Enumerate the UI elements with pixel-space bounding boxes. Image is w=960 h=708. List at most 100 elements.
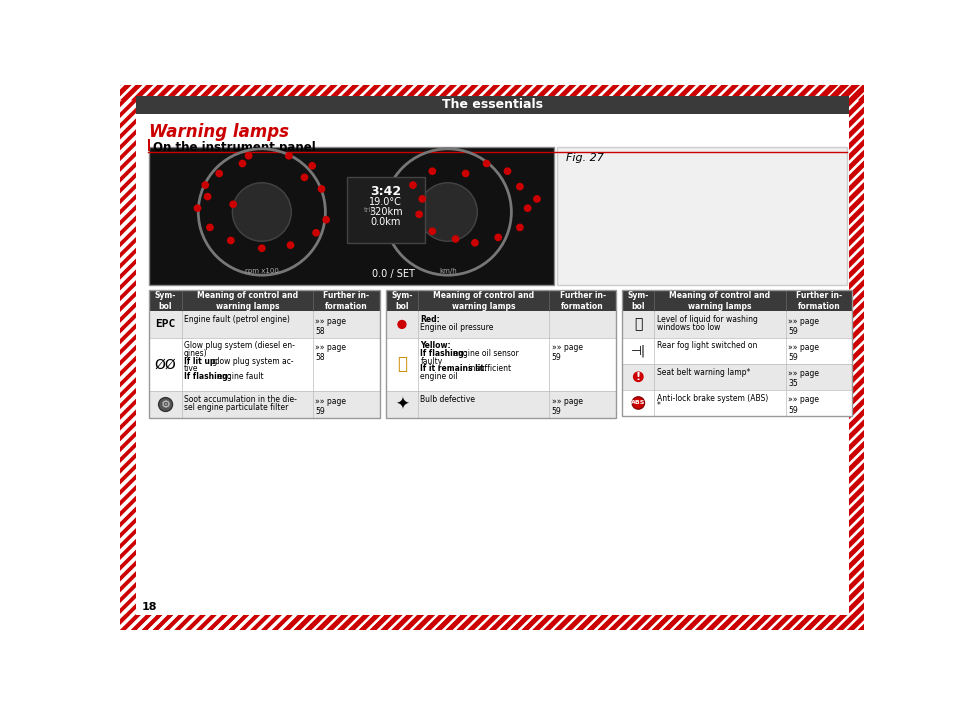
Polygon shape: [196, 85, 217, 101]
Bar: [622, 312, 852, 338]
Polygon shape: [576, 85, 960, 630]
Polygon shape: [890, 615, 911, 630]
Polygon shape: [0, 85, 219, 630]
Polygon shape: [206, 85, 228, 101]
Circle shape: [397, 320, 407, 329]
Circle shape: [300, 173, 308, 181]
Circle shape: [318, 185, 325, 193]
Circle shape: [287, 241, 295, 249]
Polygon shape: [22, 85, 43, 101]
Polygon shape: [34, 85, 588, 630]
Polygon shape: [609, 85, 960, 630]
Circle shape: [462, 170, 469, 178]
Polygon shape: [359, 615, 379, 630]
Circle shape: [194, 205, 202, 212]
Polygon shape: [781, 615, 803, 630]
Text: Meaning of control and
warning lamps: Meaning of control and warning lamps: [669, 290, 771, 311]
Polygon shape: [0, 85, 229, 630]
Polygon shape: [761, 85, 960, 630]
Polygon shape: [423, 615, 444, 630]
Polygon shape: [511, 85, 532, 101]
Polygon shape: [402, 615, 423, 630]
Polygon shape: [706, 615, 727, 630]
Polygon shape: [392, 85, 412, 101]
Polygon shape: [447, 85, 960, 630]
Polygon shape: [228, 85, 250, 101]
Text: 🛢: 🛢: [396, 355, 407, 374]
Text: Meaning of control and
warning lamps: Meaning of control and warning lamps: [433, 290, 534, 311]
Text: Level of liquid for washing: Level of liquid for washing: [657, 315, 757, 324]
Polygon shape: [511, 615, 532, 630]
Polygon shape: [597, 615, 618, 630]
Polygon shape: [0, 85, 414, 630]
Polygon shape: [597, 85, 960, 630]
Polygon shape: [98, 615, 119, 630]
Polygon shape: [609, 85, 629, 101]
Polygon shape: [826, 85, 960, 630]
Polygon shape: [781, 85, 960, 630]
Polygon shape: [55, 85, 76, 101]
Polygon shape: [652, 85, 960, 630]
Polygon shape: [554, 85, 575, 101]
Polygon shape: [468, 615, 488, 630]
Polygon shape: [163, 615, 184, 630]
Polygon shape: [0, 85, 522, 630]
Polygon shape: [380, 85, 401, 101]
Circle shape: [516, 183, 524, 190]
Polygon shape: [619, 615, 640, 630]
Bar: [622, 290, 852, 416]
Polygon shape: [794, 85, 960, 630]
Circle shape: [312, 229, 320, 236]
Polygon shape: [175, 85, 195, 101]
Polygon shape: [0, 85, 197, 630]
Polygon shape: [793, 85, 960, 630]
Polygon shape: [413, 615, 434, 630]
Polygon shape: [771, 85, 792, 101]
Polygon shape: [0, 85, 403, 630]
Polygon shape: [0, 85, 273, 630]
Polygon shape: [662, 85, 684, 101]
Polygon shape: [577, 85, 960, 630]
Polygon shape: [816, 85, 960, 630]
Polygon shape: [717, 615, 737, 630]
Polygon shape: [337, 85, 891, 630]
Polygon shape: [261, 615, 282, 630]
Polygon shape: [65, 85, 620, 630]
Polygon shape: [272, 85, 826, 630]
Polygon shape: [425, 85, 960, 630]
Polygon shape: [534, 85, 960, 630]
Polygon shape: [153, 615, 174, 630]
Circle shape: [416, 210, 423, 218]
Circle shape: [229, 200, 237, 208]
Text: Seat belt warning lamp*: Seat belt warning lamp*: [657, 367, 750, 377]
Bar: [120, 85, 135, 630]
Polygon shape: [87, 615, 108, 630]
Polygon shape: [55, 615, 76, 630]
Polygon shape: [836, 85, 960, 630]
Polygon shape: [372, 85, 925, 630]
Polygon shape: [945, 615, 960, 630]
Polygon shape: [295, 85, 850, 630]
Circle shape: [239, 159, 247, 167]
Polygon shape: [718, 85, 960, 630]
Circle shape: [285, 152, 293, 159]
Polygon shape: [858, 85, 960, 630]
Polygon shape: [0, 85, 240, 630]
Text: If flashing:: If flashing:: [184, 372, 230, 381]
Bar: [386, 392, 616, 418]
Circle shape: [202, 181, 209, 189]
Polygon shape: [44, 85, 598, 630]
Polygon shape: [630, 85, 960, 630]
Text: tive: tive: [184, 365, 199, 374]
Text: Sym-
bol: Sym- bol: [392, 290, 413, 311]
Polygon shape: [284, 85, 838, 630]
Polygon shape: [500, 85, 520, 101]
Polygon shape: [836, 85, 857, 101]
Polygon shape: [98, 85, 119, 101]
Polygon shape: [738, 85, 759, 101]
Polygon shape: [294, 615, 315, 630]
Polygon shape: [847, 85, 868, 101]
Polygon shape: [251, 85, 271, 101]
Polygon shape: [858, 85, 878, 101]
Circle shape: [206, 224, 214, 232]
